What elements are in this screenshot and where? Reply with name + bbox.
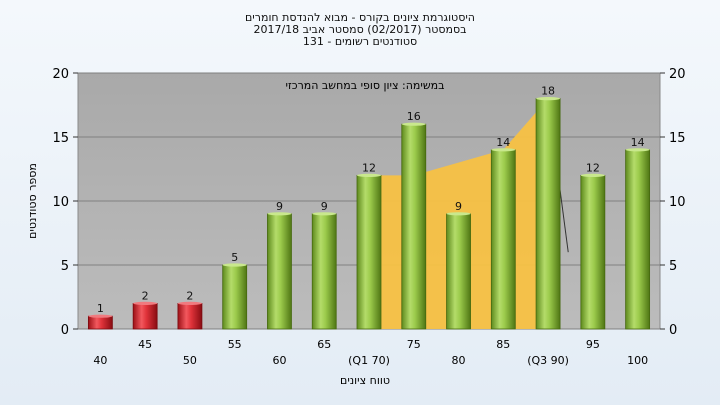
data-label: 9 xyxy=(455,200,462,213)
bar-45 xyxy=(132,302,158,330)
chart-title-line-3: סטודנטים רשומים - 131 xyxy=(302,35,418,48)
y-tick-label-left: 0 xyxy=(61,323,69,338)
y-tick-label-right: 20 xyxy=(669,67,686,82)
data-label: 16 xyxy=(407,110,421,123)
bar-cap xyxy=(177,301,202,305)
x-tick-label: 95 xyxy=(586,338,600,351)
bar-55 xyxy=(222,264,248,330)
x-tick-label: 60 xyxy=(272,354,286,367)
x-tick-label: 65 xyxy=(317,338,331,351)
y-tick-label-right: 0 xyxy=(669,323,677,338)
y-tick-label-right: 15 xyxy=(669,131,686,146)
bar-50 xyxy=(177,302,203,330)
bars xyxy=(87,97,651,330)
data-label: 1 xyxy=(97,302,104,315)
bar-95 xyxy=(580,174,606,330)
bar-85 xyxy=(490,149,516,330)
data-label: 14 xyxy=(631,136,645,149)
bar-cap xyxy=(88,314,113,318)
bar-cap xyxy=(625,148,650,152)
data-label: 9 xyxy=(321,200,328,213)
y-tick-label-left: 10 xyxy=(52,195,69,210)
x-tick-label: 55 xyxy=(228,338,242,351)
y-tick-label-right: 5 xyxy=(669,259,677,274)
bar-(Q3 90) xyxy=(535,98,561,330)
x-axis: 40 45 50 55 60 65 (Q1 70) 75 80 85 (Q3 90) 95 100 xyxy=(93,338,648,367)
data-label: 18 xyxy=(541,85,555,98)
bar-cap xyxy=(580,173,605,177)
bar-cap xyxy=(133,301,158,305)
x-axis-label: טווח ציונים xyxy=(340,374,390,387)
bar-cap xyxy=(312,212,337,216)
y-axis-label: מספר סטודנטים xyxy=(26,163,39,239)
y-axis-right: 0 5 10 15 20 xyxy=(660,67,686,338)
bar-cap xyxy=(536,97,561,101)
x-tick-label: 85 xyxy=(496,338,510,351)
data-label: 2 xyxy=(186,289,193,302)
chart-title-line-1: היסטוגרמת ציונים בקורס - מבוא להנדסת חומ… xyxy=(245,11,475,24)
bar-65 xyxy=(311,213,337,330)
bar-cap xyxy=(222,263,247,267)
x-tick-label: 80 xyxy=(452,354,466,367)
data-label: 12 xyxy=(362,161,376,174)
x-tick-label: 50 xyxy=(183,354,197,367)
bar-cap xyxy=(357,173,381,177)
data-label: 12 xyxy=(586,161,600,174)
y-axis-left: 0 5 10 15 20 xyxy=(52,67,78,338)
x-tick-label: (Q1 70) xyxy=(348,354,390,367)
x-tick-label: 100 xyxy=(627,354,648,367)
x-tick-label: (Q3 90) xyxy=(527,354,569,367)
bar-(Q1 70) xyxy=(356,174,382,330)
bar-80 xyxy=(446,213,471,330)
y-tick-label-left: 15 xyxy=(52,131,69,146)
bar-cap xyxy=(491,148,516,152)
bar-100 xyxy=(625,149,651,330)
data-label: 5 xyxy=(231,251,238,264)
data-label: 14 xyxy=(496,136,510,149)
data-label: 9 xyxy=(276,200,283,213)
data-label: 2 xyxy=(142,289,149,302)
y-tick-label-left: 5 xyxy=(61,259,69,274)
bar-75 xyxy=(401,123,427,330)
chart-title-line-2: בסמסטר (02/2017) סמסטר אביב 2017/18 xyxy=(253,23,467,36)
bar-cap xyxy=(401,122,426,126)
bar-cap xyxy=(267,212,292,216)
x-tick-label: 45 xyxy=(138,338,152,351)
bar-60 xyxy=(267,213,292,330)
x-tick-label: 75 xyxy=(407,338,421,351)
y-tick-label-right: 10 xyxy=(669,195,686,210)
chart-annotation: במשימה: ציון סופי במחשב המרכזי xyxy=(285,79,444,92)
y-tick-label-left: 20 xyxy=(52,67,69,82)
bar-cap xyxy=(446,212,471,216)
bar-40 xyxy=(87,315,113,330)
x-tick-label: 40 xyxy=(93,354,107,367)
